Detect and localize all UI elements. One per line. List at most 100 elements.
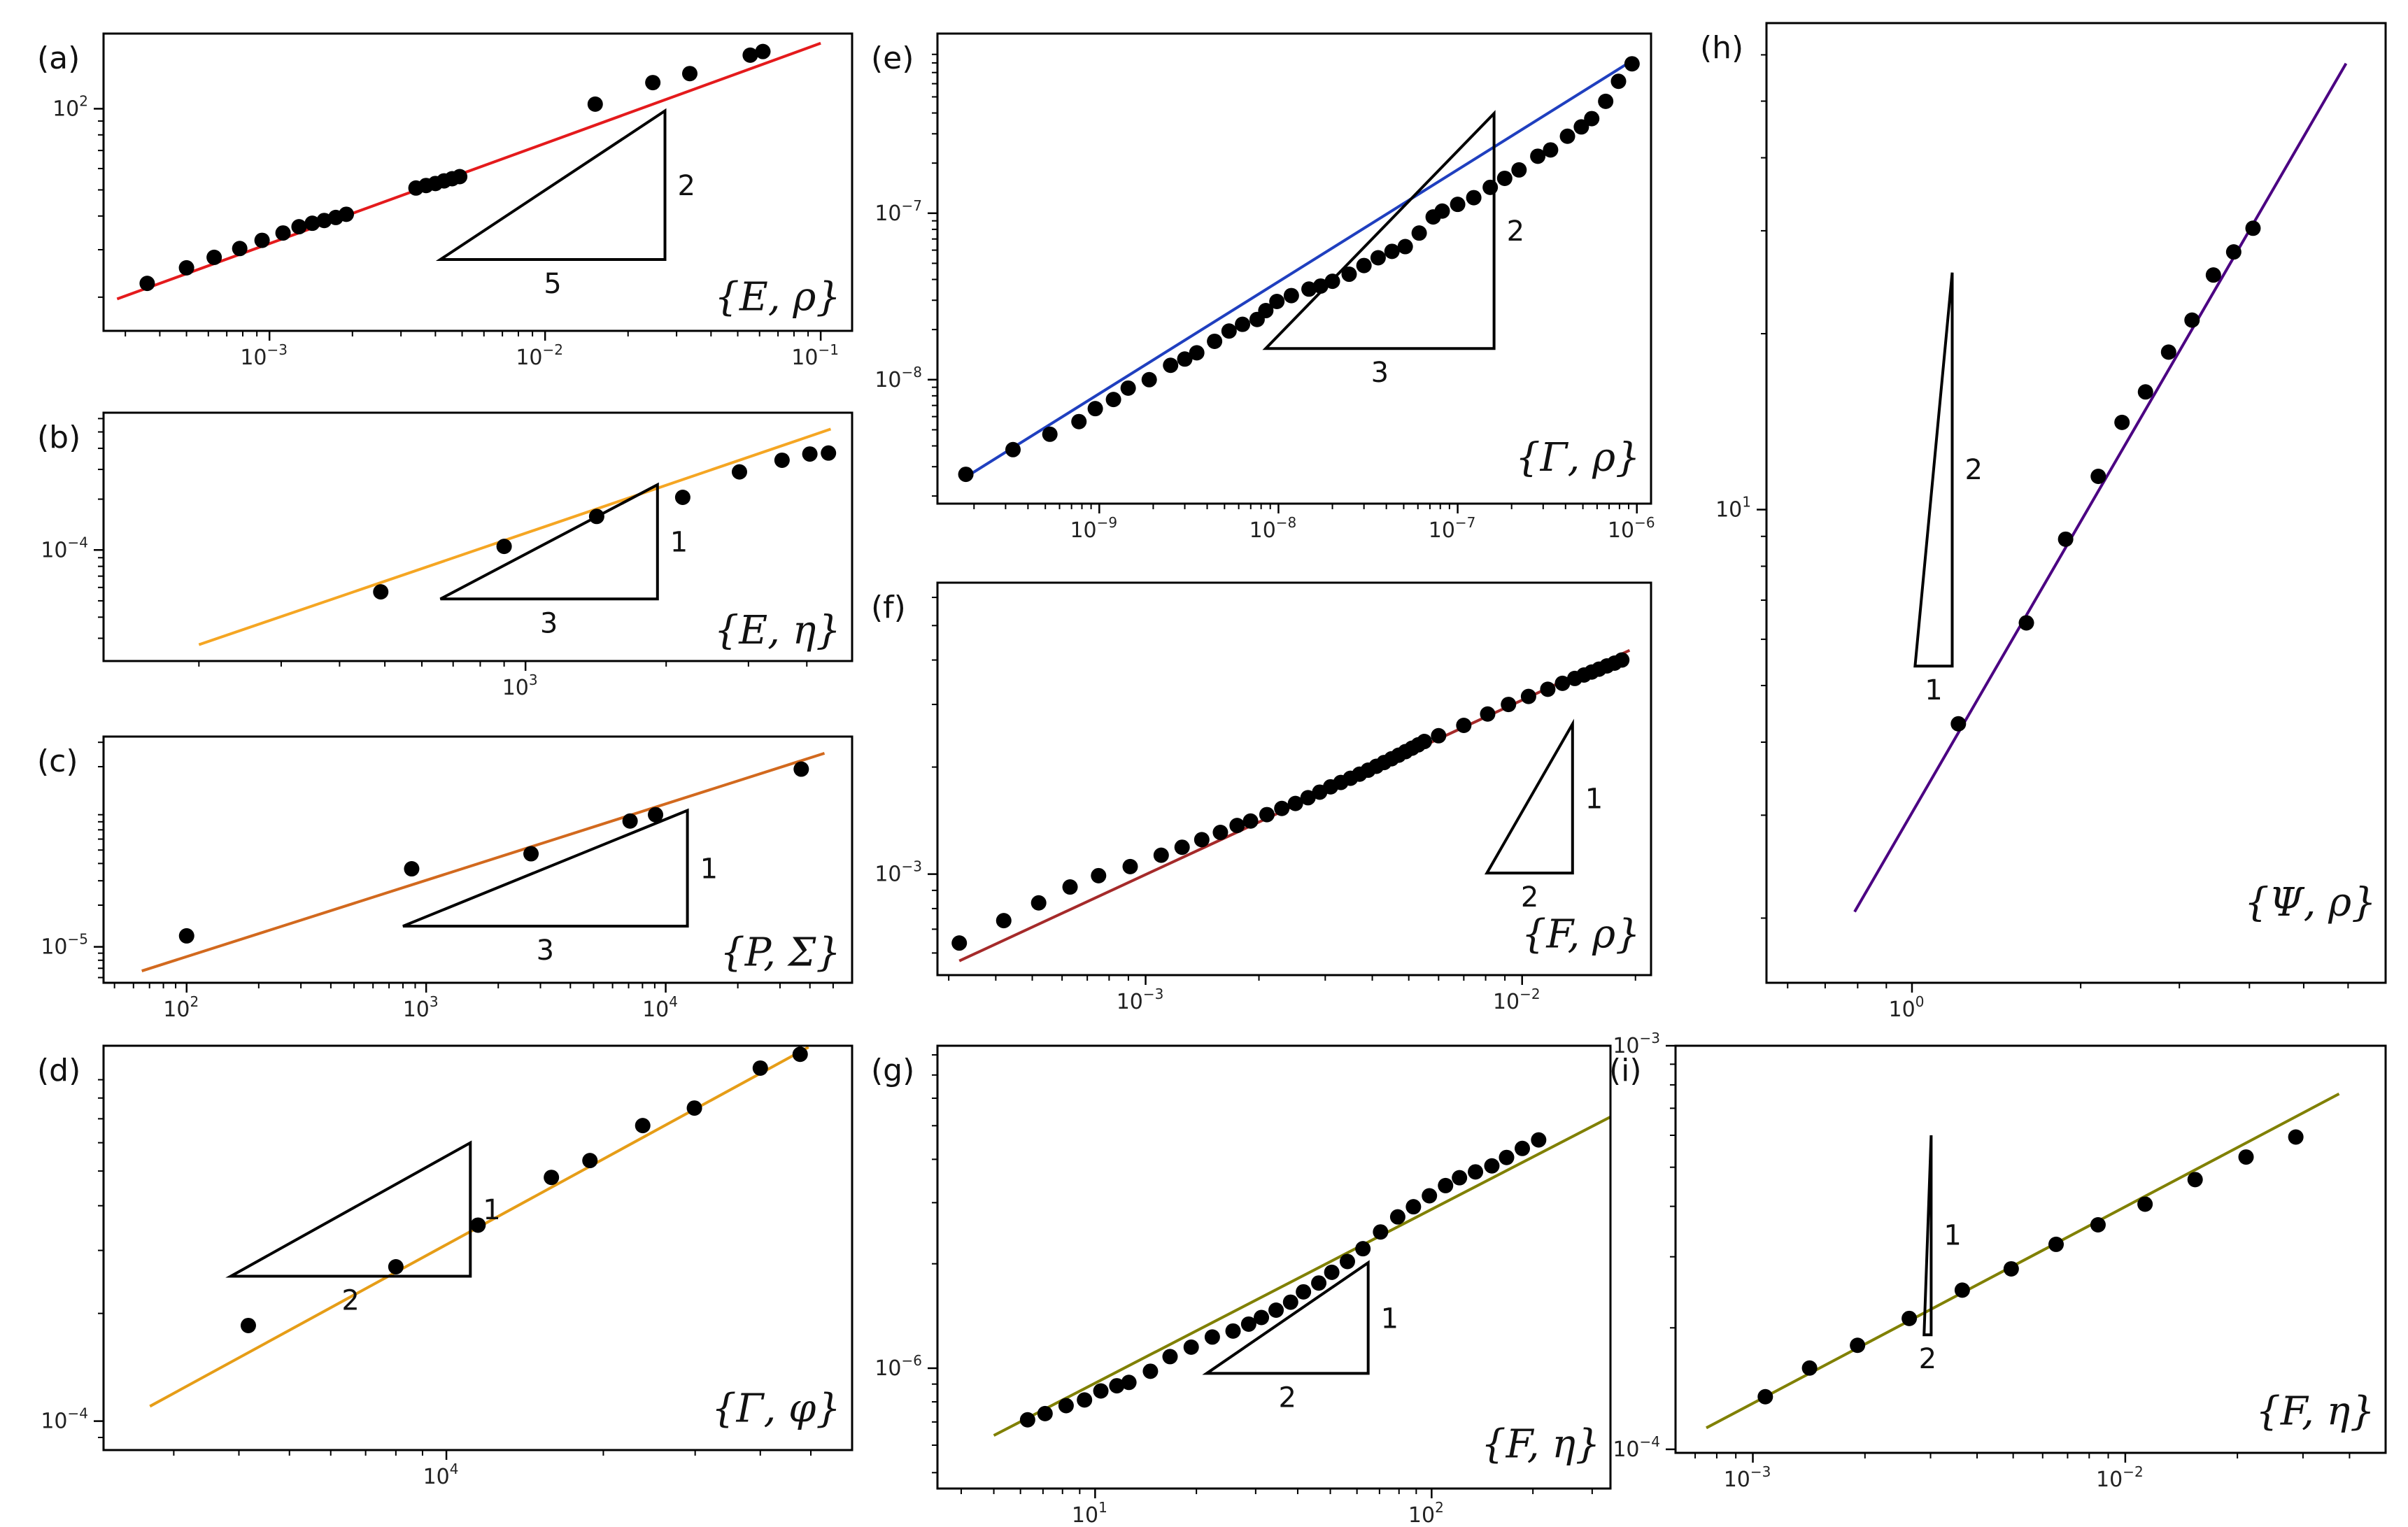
y-tick-label: 10−6 — [874, 1352, 922, 1381]
slope-run-label: 1 — [1925, 674, 1942, 706]
data-point — [1183, 1339, 1199, 1355]
fit-line — [1853, 62, 2348, 913]
data-point — [1258, 303, 1274, 319]
data-point — [316, 213, 332, 229]
x-tick-label: 102 — [1408, 1499, 1444, 1527]
data-point — [1438, 1177, 1454, 1193]
data-point — [1573, 119, 1589, 135]
data-point — [178, 928, 194, 944]
data-point — [1162, 1349, 1178, 1365]
data-point — [1177, 351, 1193, 367]
slope-run-label: 3 — [1371, 357, 1389, 389]
data-point — [1543, 142, 1559, 158]
x-tick-label: 10−7 — [1429, 514, 1476, 543]
data-point — [1456, 717, 1472, 733]
x-tick-label: 10−6 — [1608, 514, 1655, 543]
data-point — [1019, 1412, 1035, 1428]
data-point — [1416, 734, 1432, 750]
slope-rise-label: 1 — [1381, 1302, 1398, 1335]
slope-triangle — [225, 1140, 472, 1278]
data-point — [742, 47, 758, 63]
axes-frame — [102, 735, 854, 984]
axes-frame — [1765, 22, 2387, 984]
x-tick-label: 10−3 — [1724, 1463, 1771, 1492]
x-tick-label: 10−9 — [1070, 514, 1117, 543]
data-point — [1235, 316, 1251, 332]
data-point — [1225, 1323, 1241, 1339]
data-point — [1287, 795, 1303, 811]
axes-frame — [936, 581, 1652, 976]
data-point — [1468, 1164, 1484, 1180]
data-point — [1389, 1209, 1405, 1225]
variable-pair-label: {F, ρ} — [1522, 912, 1641, 958]
data-point — [1268, 1302, 1284, 1319]
data-point — [240, 1317, 256, 1333]
data-point — [1450, 197, 1466, 213]
data-point — [1850, 1337, 1866, 1354]
data-point — [1058, 1398, 1074, 1414]
data-point — [1341, 267, 1357, 283]
data-point — [582, 1153, 598, 1169]
data-point — [2018, 615, 2034, 631]
data-point — [1174, 839, 1190, 855]
data-point — [2090, 1216, 2106, 1233]
y-tick-label: 10−3 — [1613, 1030, 1660, 1058]
data-point — [1283, 287, 1299, 304]
data-point — [496, 539, 512, 555]
data-point — [404, 861, 420, 877]
slope-triangle — [1202, 1260, 1370, 1375]
data-point — [1355, 1241, 1371, 1257]
slope-triangle — [402, 808, 689, 928]
data-point — [1300, 790, 1316, 806]
panel-label: (a) — [37, 41, 80, 76]
data-point — [1514, 1140, 1530, 1156]
data-point — [1071, 413, 1087, 429]
data-point — [1405, 1199, 1422, 1215]
slope-rise-label: 1 — [1943, 1220, 1961, 1252]
data-point — [1153, 847, 1169, 863]
data-point — [1296, 1284, 1312, 1300]
slope-rise-label: 1 — [700, 853, 718, 885]
data-point — [1031, 895, 1047, 911]
y-tick-label: 10−7 — [874, 197, 922, 226]
fit-line — [993, 1115, 1610, 1437]
variable-pair-label: {E, ρ} — [714, 274, 841, 320]
y-tick-label: 10−4 — [41, 534, 88, 562]
data-point — [674, 489, 690, 505]
data-point — [755, 43, 771, 59]
variable-pair-label: {F, η} — [1481, 1422, 1601, 1468]
data-point — [1087, 401, 1103, 417]
data-point — [802, 446, 818, 462]
axes-frame — [102, 1044, 854, 1451]
axes-frame — [102, 411, 854, 662]
data-point — [1254, 1309, 1270, 1326]
slope-triangle — [1913, 272, 1954, 668]
data-point — [1311, 1275, 1327, 1291]
x-tick-label: 100 — [1889, 993, 1925, 1022]
x-tick-label: 10−2 — [1493, 986, 1541, 1014]
data-point — [1511, 162, 1527, 178]
data-point — [1598, 93, 1614, 109]
data-point — [1431, 727, 1447, 744]
data-point — [774, 452, 790, 468]
data-point — [1501, 697, 1517, 713]
slope-run-label: 2 — [1919, 1343, 1936, 1375]
y-tick-label: 10−4 — [1613, 1433, 1660, 1462]
data-point — [2160, 344, 2176, 360]
data-point — [1005, 441, 1021, 457]
data-point — [1189, 345, 1205, 361]
slope-run-label: 5 — [544, 268, 561, 300]
data-point — [1163, 357, 1179, 374]
data-point — [523, 846, 539, 862]
data-point — [1037, 1405, 1053, 1421]
data-point — [1370, 250, 1386, 266]
x-tick-label: 102 — [163, 993, 199, 1022]
data-point — [1142, 1363, 1159, 1379]
data-point — [388, 1258, 404, 1274]
slope-triangle — [1262, 110, 1496, 350]
data-point — [1062, 879, 1078, 895]
data-point — [1554, 675, 1571, 691]
data-point — [1356, 257, 1372, 274]
x-tick-label: 103 — [403, 993, 439, 1022]
